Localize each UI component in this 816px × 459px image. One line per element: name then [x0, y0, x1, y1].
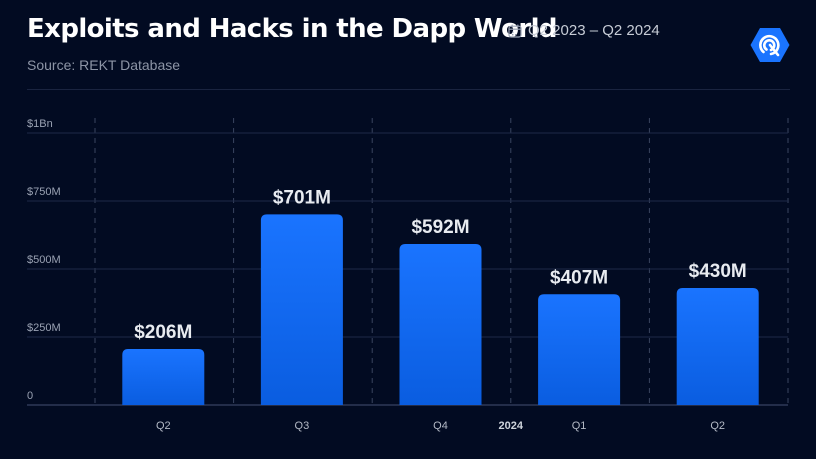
- date-range-label: Q2 2023 – Q2 2024: [528, 22, 660, 39]
- y-tick-label: $250M: [27, 322, 61, 334]
- bar: [260, 214, 343, 405]
- bar: [122, 348, 205, 405]
- y-tick-label: $750M: [27, 186, 61, 198]
- header-divider: [27, 89, 790, 90]
- year-marker-label: 2024: [499, 420, 524, 432]
- data-label: $592M: [411, 217, 469, 238]
- x-tick-label: Q2: [156, 420, 171, 432]
- y-tick-label: $500M: [27, 254, 61, 266]
- bar: [538, 294, 621, 405]
- x-tick-label: Q2: [710, 420, 725, 432]
- date-range: Q2 2023 – Q2 2024: [508, 22, 660, 39]
- hexagon-signal-logo-icon: [750, 28, 790, 62]
- data-label: $430M: [689, 261, 747, 282]
- x-tick-label: Q4: [433, 420, 448, 432]
- y-tick-label: 0: [27, 390, 33, 402]
- chart-title: Exploits and Hacks in the Dapp World: [27, 14, 558, 44]
- x-tick-label: Q3: [295, 420, 310, 432]
- data-label: $206M: [134, 322, 192, 343]
- x-tick-label: Q1: [572, 420, 587, 432]
- bar: [676, 288, 759, 405]
- data-label: $701M: [273, 187, 331, 208]
- y-tick-label: $1Bn: [27, 118, 53, 130]
- bar: [399, 243, 482, 405]
- data-label: $407M: [550, 267, 608, 288]
- calendar-icon: [508, 24, 522, 38]
- chart-subtitle: Source: REKT Database: [27, 57, 181, 73]
